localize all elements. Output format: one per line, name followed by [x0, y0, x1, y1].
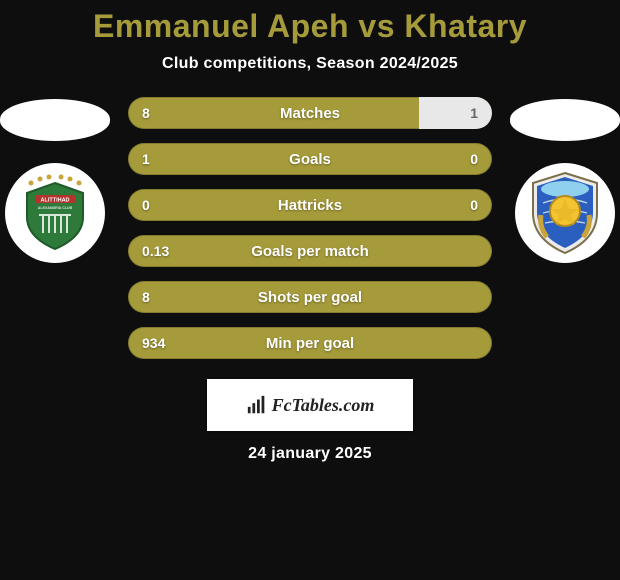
watermark: FcTables.com	[207, 379, 413, 431]
left-player-col: ALITTIHAD ALEXANDRIA CLUB	[0, 97, 110, 263]
stat-label: Matches	[128, 97, 492, 129]
date-text: 24 january 2025	[0, 445, 620, 463]
stat-right-value: 0	[470, 189, 478, 221]
right-player-col	[510, 97, 620, 263]
stat-bar: 8Shots per goal	[128, 281, 492, 313]
page-title: Emmanuel Apeh vs Khatary	[0, 8, 620, 45]
svg-text:ALEXANDRIA CLUB: ALEXANDRIA CLUB	[38, 206, 73, 210]
stat-label: Hattricks	[128, 189, 492, 221]
stat-bars: 8Matches11Goals00Hattricks00.13Goals per…	[128, 97, 492, 359]
svg-text:ALITTIHAD: ALITTIHAD	[40, 198, 69, 204]
stat-right-value: 0	[470, 143, 478, 175]
stat-label: Min per goal	[128, 327, 492, 359]
left-club-badge-icon: ALITTIHAD ALEXANDRIA CLUB	[5, 163, 105, 263]
left-flag-icon	[0, 99, 110, 141]
stat-right-value: 1	[470, 97, 478, 129]
stat-bar: 0.13Goals per match	[128, 235, 492, 267]
stat-bar: 0Hattricks0	[128, 189, 492, 221]
watermark-text: FcTables.com	[272, 395, 375, 416]
chart-icon	[246, 394, 268, 416]
subtitle: Club competitions, Season 2024/2025	[0, 55, 620, 73]
stat-label: Goals	[128, 143, 492, 175]
stat-label: Goals per match	[128, 235, 492, 267]
right-club-badge-icon	[515, 163, 615, 263]
comparison-row: ALITTIHAD ALEXANDRIA CLUB 8Matches11Goal…	[0, 97, 620, 359]
stat-label: Shots per goal	[128, 281, 492, 313]
stat-bar: 1Goals0	[128, 143, 492, 175]
stat-bar: 934Min per goal	[128, 327, 492, 359]
stat-bar: 8Matches1	[128, 97, 492, 129]
right-flag-icon	[510, 99, 620, 141]
